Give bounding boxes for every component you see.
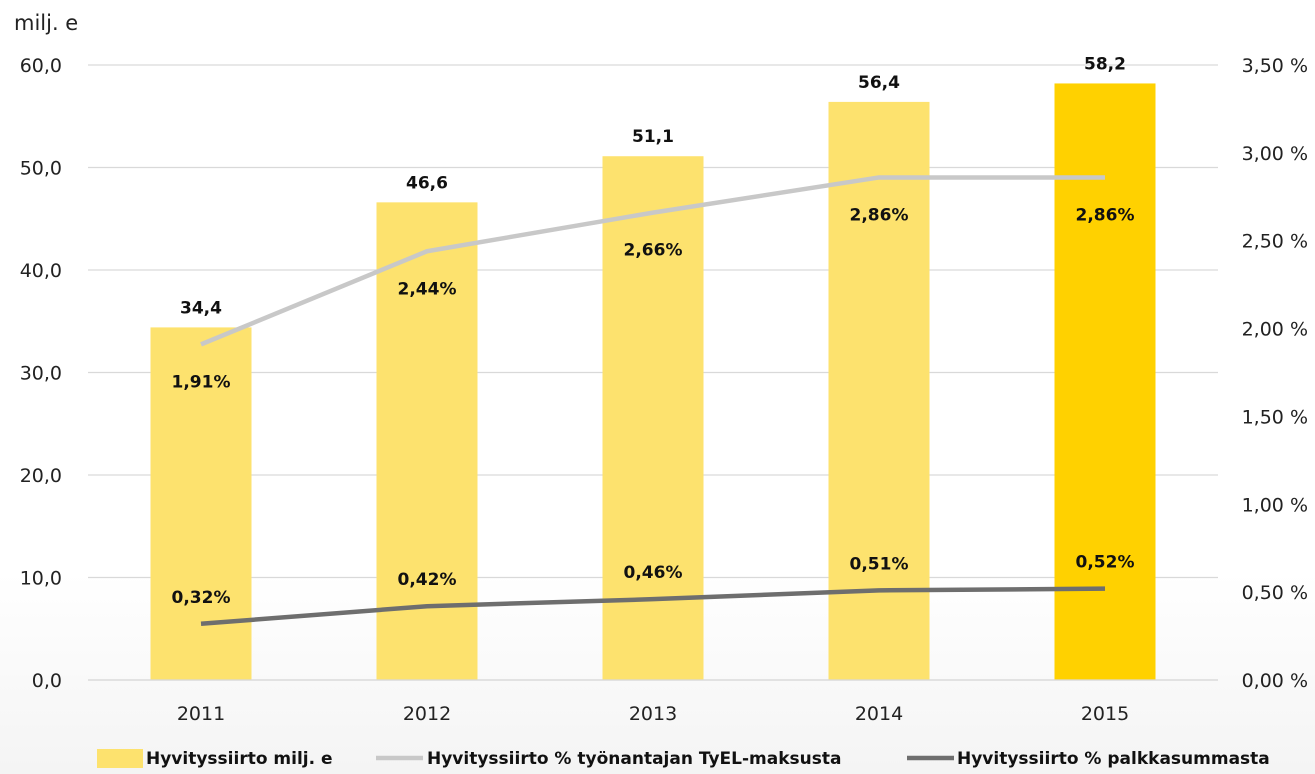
right-tick-label: 2,00 % bbox=[1242, 319, 1308, 341]
right-axis: 0,00 % 0,50 % 1,00 % 1,50 % 2,00 % 2,50 % 3,00… bbox=[1242, 55, 1308, 692]
bar-value-label: 51,1 bbox=[632, 127, 674, 147]
left-axis: 0,0 10,0 20,0 30,0 40,0 50,0 60,0 bbox=[20, 55, 62, 692]
tyel-percent-label: 2,86% bbox=[850, 205, 909, 225]
bar-value-label: 56,4 bbox=[858, 73, 900, 93]
y-axis-unit-label: milj. e bbox=[14, 11, 78, 35]
left-tick-label: 50,0 bbox=[20, 158, 62, 180]
left-tick-label: 30,0 bbox=[20, 363, 62, 385]
payroll-percent-label: 0,51% bbox=[850, 554, 909, 574]
left-tick-label: 0,0 bbox=[32, 670, 62, 692]
payroll-percent-label: 0,46% bbox=[624, 563, 683, 583]
x-tick-label: 2013 bbox=[629, 703, 677, 725]
payroll-percent-label: 0,42% bbox=[398, 570, 457, 590]
left-tick-label: 60,0 bbox=[20, 55, 62, 77]
bar bbox=[1054, 83, 1156, 680]
left-tick-label: 10,0 bbox=[20, 568, 62, 590]
tyel-percent-label: 2,66% bbox=[624, 241, 683, 261]
legend-label-bar: Hyvityssiirto milj. e bbox=[146, 749, 333, 769]
tyel-percent-label: 2,44% bbox=[398, 279, 457, 299]
right-tick-label: 2,50 % bbox=[1242, 231, 1308, 253]
bar-series bbox=[150, 83, 1156, 681]
payroll-percent-label: 0,32% bbox=[172, 588, 231, 608]
left-tick-label: 20,0 bbox=[20, 465, 62, 487]
data-labels: 34,4 46,6 51,1 56,4 58,2 1,91% 2,44% 2,66% 2,86%… bbox=[172, 54, 1135, 607]
right-tick-label: 3,00 % bbox=[1242, 143, 1308, 165]
payroll-percent-label: 0,52% bbox=[1076, 553, 1135, 573]
x-axis: 2011 2012 2013 2014 2015 bbox=[88, 679, 1218, 725]
legend-swatch-bar bbox=[97, 749, 143, 768]
x-tick-label: 2015 bbox=[1081, 703, 1129, 725]
line-payroll-percent bbox=[200, 586, 1106, 627]
right-tick-label: 3,50 % bbox=[1242, 55, 1308, 77]
legend-label-tyel: Hyvityssiirto % työnantajan TyEL-maksust… bbox=[427, 749, 841, 769]
bar-value-label: 34,4 bbox=[180, 298, 222, 318]
line-series bbox=[200, 175, 1106, 627]
x-tick-label: 2014 bbox=[855, 703, 903, 725]
x-tick-label: 2012 bbox=[403, 703, 451, 725]
right-tick-label: 1,00 % bbox=[1242, 494, 1308, 516]
bar-value-label: 58,2 bbox=[1084, 54, 1126, 74]
bar bbox=[376, 202, 478, 680]
bar bbox=[828, 101, 930, 680]
bar-value-label: 46,6 bbox=[406, 173, 448, 193]
tyel-percent-label: 2,86% bbox=[1076, 205, 1135, 225]
tyel-percent-label: 1,91% bbox=[172, 372, 231, 392]
right-tick-label: 1,50 % bbox=[1242, 406, 1308, 428]
right-tick-label: 0,00 % bbox=[1242, 670, 1308, 692]
left-tick-label: 40,0 bbox=[20, 260, 62, 282]
x-tick-label: 2011 bbox=[177, 703, 225, 725]
line-tyel-percent bbox=[200, 175, 1105, 347]
legend-label-payroll: Hyvityssiirto % palkkasummasta bbox=[957, 749, 1270, 769]
right-tick-label: 0,50 % bbox=[1242, 582, 1308, 604]
bar bbox=[602, 156, 704, 681]
legend: Hyvityssiirto milj. e Hyvityssiirto % työ… bbox=[97, 749, 1270, 769]
